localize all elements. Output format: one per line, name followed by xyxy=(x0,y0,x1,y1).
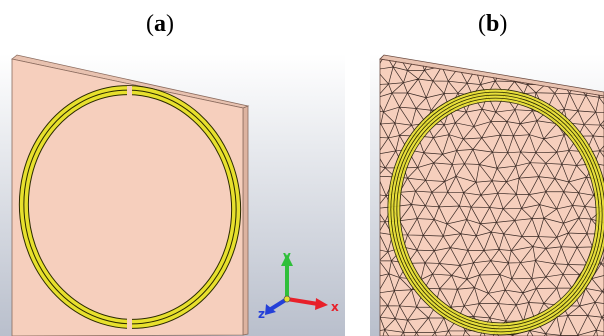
x-axis-arrowhead xyxy=(315,298,328,310)
axes-triad: y x z xyxy=(258,249,339,321)
ring-gap-top xyxy=(127,86,132,98)
panel-label-a: (a) xyxy=(146,11,174,37)
substrate-face[interactable] xyxy=(11,58,244,336)
panel-label-b: (b) xyxy=(478,11,508,37)
meshed-ring[interactable] xyxy=(376,78,604,336)
split-ring-resonator[interactable] xyxy=(12,80,247,335)
z-axis-arrowhead xyxy=(265,304,276,315)
mesh-canvas xyxy=(370,54,604,336)
ring-gap-bottom xyxy=(127,317,132,329)
axes-origin xyxy=(283,295,291,303)
mesh-viewport[interactable] xyxy=(370,54,604,336)
y-axis-arrowhead xyxy=(281,254,293,266)
geometry-viewport[interactable]: y x z xyxy=(0,54,345,336)
y-axis-label: y xyxy=(283,249,291,263)
tetrahedral-mesh xyxy=(380,59,604,336)
x-axis-label: x xyxy=(331,300,339,314)
x-axis-arrow xyxy=(286,297,319,306)
geometry-canvas: y x z xyxy=(0,54,345,336)
mesh-triangles xyxy=(380,59,604,336)
substrate-side xyxy=(242,105,249,336)
z-axis-label: z xyxy=(258,307,265,321)
substrate-face[interactable] xyxy=(379,58,604,336)
